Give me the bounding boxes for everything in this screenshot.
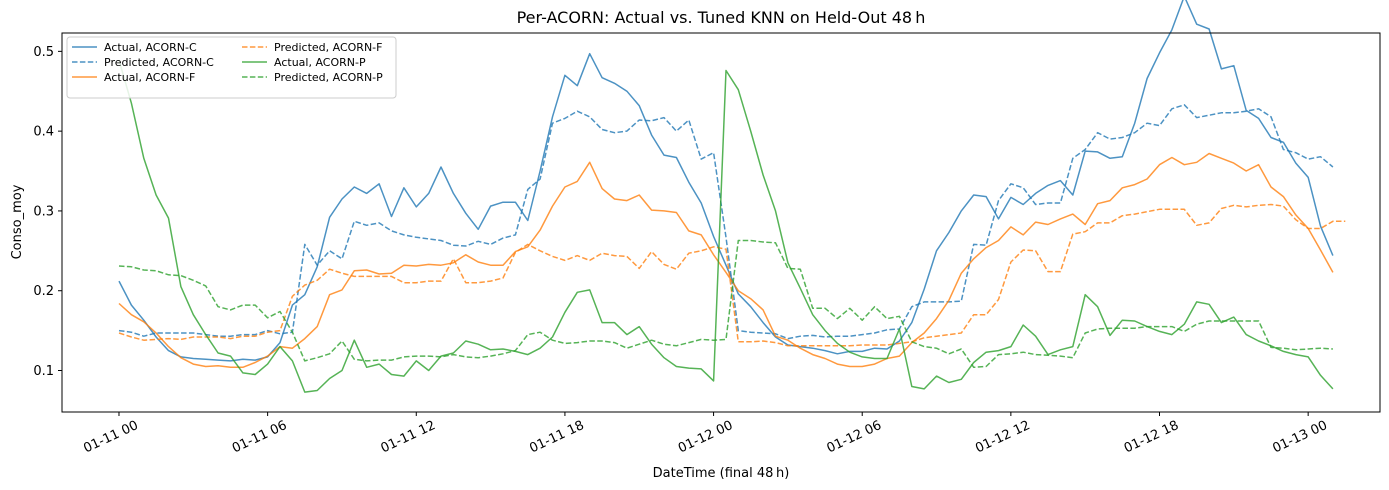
y-tick-label: 0.2 (33, 284, 54, 299)
legend: Actual, ACORN-C Predicted, ACORN-C Actual,… (66, 36, 397, 99)
plot-frame (61, 32, 1381, 413)
legend-label: Actual, ACORN-F (104, 71, 195, 84)
series-line-2 (118, 104, 1334, 340)
series-line-3 (118, 152, 1334, 369)
chart-title: Per-ACORN: Actual vs. Tuned KNN on Held-… (517, 8, 926, 27)
series-line-5 (118, 59, 1334, 393)
y-tick-label: 0.4 (33, 125, 54, 140)
y-tick-label: 0.5 (33, 45, 54, 60)
y-tick-label: 0.3 (33, 204, 54, 219)
plot-area (118, 0, 1346, 393)
legend-label: Actual, ACORN-C (104, 41, 197, 54)
legend-box (66, 36, 397, 99)
legend-label: Actual, ACORN-P (274, 56, 366, 69)
y-tick-label: 0.1 (33, 364, 54, 379)
x-axis-label: DateTime (final 48 h) (653, 466, 790, 481)
y-axis: 0.1 0.2 0.3 0.4 0.5 (33, 45, 62, 379)
legend-label: Predicted, ACORN-F (274, 41, 382, 54)
y-axis-label: Conso_moy (10, 184, 25, 259)
legend-label: Predicted, ACORN-P (274, 71, 383, 84)
legend-label: Predicted, ACORN-C (104, 56, 214, 69)
series-line-6 (118, 239, 1333, 369)
